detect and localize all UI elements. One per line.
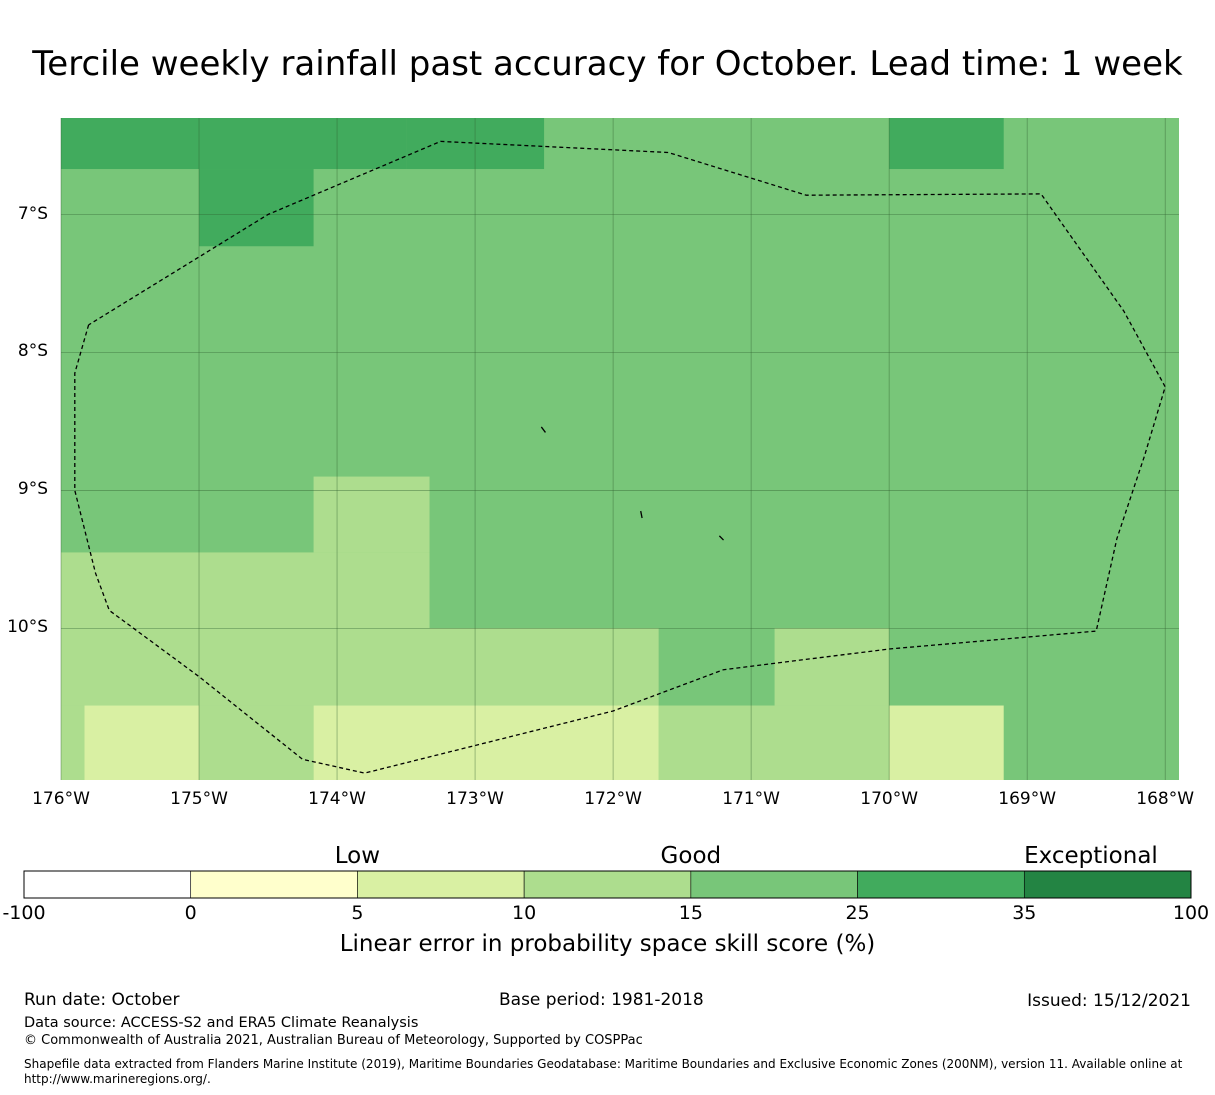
skill-cell: [84, 705, 200, 780]
colorbar-swatch: [23, 870, 192, 899]
map-title: Tercile weekly rainfall past accuracy fo…: [32, 44, 1183, 84]
skill-cell: [61, 705, 85, 780]
skill-cell: [774, 628, 890, 706]
colorbar-tick-label: 35: [1012, 902, 1037, 924]
colorbar: [23, 870, 1192, 899]
island-mark: [640, 510, 643, 519]
shapefile-credit-line1: Shapefile data extracted from Flanders M…: [24, 1057, 1183, 1071]
colorbar-swatch: [857, 870, 1025, 899]
lon-tick-label: 173°W: [446, 789, 504, 809]
skill-cell: [313, 476, 430, 553]
colorbar-category-label: Low: [334, 843, 381, 869]
skill-cell: [61, 628, 659, 706]
islands: [540, 426, 724, 541]
lat-tick-label: 7°S: [17, 203, 48, 224]
lon-tick-label: 174°W: [308, 789, 366, 809]
lon-tick-label: 172°W: [584, 789, 642, 809]
colorbar-tick-label: -100: [2, 902, 46, 924]
colorbar-tick-label: 15: [678, 902, 703, 924]
skill-cell: [889, 705, 1004, 780]
colorbar-category-label: Good: [660, 843, 722, 869]
eez-line: [74, 140, 1166, 774]
lat-tick-label: 10°S: [7, 617, 48, 638]
skill-grid: [61, 118, 1179, 780]
lat-tick-label: 9°S: [17, 479, 48, 500]
skill-cell: [658, 705, 890, 780]
colorbar-tick-label: 0: [184, 902, 197, 924]
colorbar-tick-label: 5: [351, 902, 364, 924]
skill-cell: [199, 169, 314, 247]
lon-tick-label: 176°W: [32, 789, 90, 809]
colorbar-swatch: [690, 870, 858, 899]
colorbar-frame: [23, 870, 1192, 899]
island-mark: [718, 535, 724, 541]
lon-tick-label: 171°W: [722, 789, 780, 809]
skill-cell: [199, 705, 314, 780]
colorbar-swatch: [1023, 870, 1192, 899]
lat-tick-label: 8°S: [17, 341, 48, 362]
colorbar-tick-label: 100: [1172, 902, 1210, 924]
lon-tick-label: 175°W: [170, 789, 228, 809]
base-period: Base period: 1981-2018: [499, 990, 704, 1010]
eez-boundary: [74, 140, 1166, 774]
data-source: Data source: ACCESS-S2 and ERA5 Climate …: [24, 1015, 419, 1031]
colorbar-swatch: [357, 870, 525, 899]
copyright: © Commonwealth of Australia 2021, Austra…: [24, 1033, 643, 1048]
colorbar-swatch: [190, 870, 358, 899]
graticule: [60, 118, 1179, 780]
colorbar-swatch: [523, 870, 692, 899]
colorbar-tick-label: 25: [845, 902, 870, 924]
lon-tick-label: 169°W: [998, 789, 1057, 809]
colorbar-tick-label: 10: [512, 902, 537, 924]
skill-cell: [61, 552, 430, 629]
lon-tick-label: 168°W: [1136, 789, 1195, 809]
issued-date: Issued: 15/12/2021: [1027, 991, 1191, 1011]
skill-cell: [889, 118, 1004, 170]
shapefile-credit-line2: http://www.marineregions.org/.: [24, 1072, 211, 1086]
island-mark: [540, 426, 546, 433]
run-date: Run date: October: [24, 990, 180, 1010]
skill-cell: [313, 705, 659, 780]
colorbar-category-label: Exceptional: [1024, 843, 1158, 869]
skill-cell: [61, 118, 407, 170]
colorbar-title: Linear error in probability space skill …: [339, 931, 876, 957]
lon-tick-label: 170°W: [860, 789, 919, 809]
